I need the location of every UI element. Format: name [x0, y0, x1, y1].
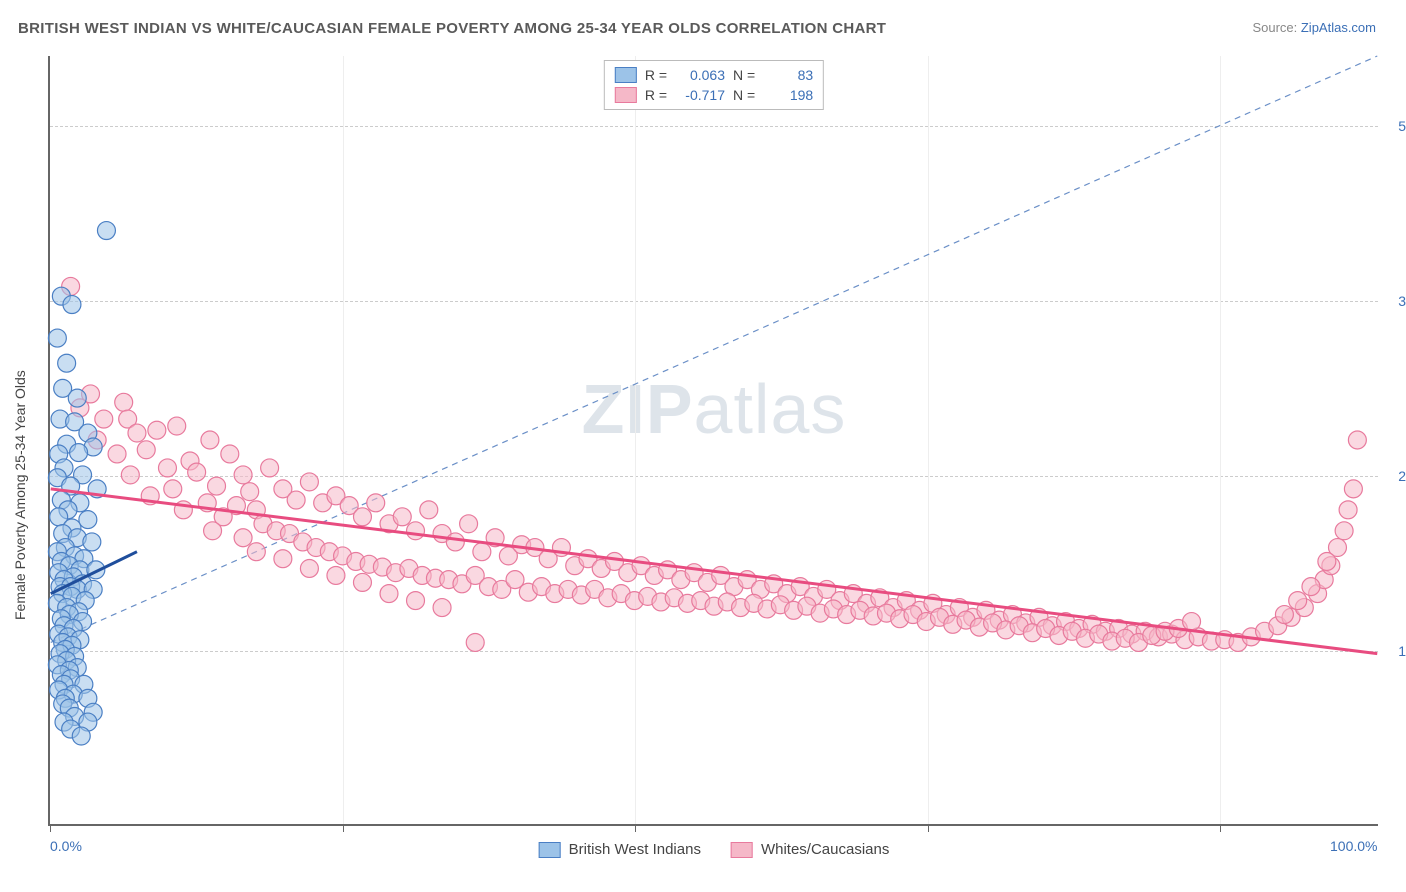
chart-title: BRITISH WEST INDIAN VS WHITE/CAUCASIAN F… — [18, 20, 886, 37]
legend-pink-swatch — [731, 842, 753, 858]
x-tick: 0.0% — [50, 838, 82, 854]
legend-series: British West Indians Whites/Caucasians — [539, 841, 890, 858]
n-blue: 83 — [763, 67, 813, 83]
n-pink: 198 — [763, 87, 813, 103]
legend-stats: R = 0.063 N = 83 R = -0.717 N = 198 — [604, 60, 824, 110]
scatter-svg — [50, 56, 1378, 824]
legend-blue-swatch — [539, 842, 561, 858]
y-tick: 25.0% — [1398, 468, 1406, 484]
legend-pink-item: Whites/Caucasians — [731, 841, 889, 858]
x-tick: 100.0% — [1330, 838, 1377, 854]
chart-container: BRITISH WEST INDIAN VS WHITE/CAUCASIAN F… — [0, 0, 1406, 892]
legend-blue-label: British West Indians — [569, 841, 701, 858]
r-label: R = — [645, 67, 667, 83]
y-tick: 12.5% — [1398, 643, 1406, 659]
legend-pink-row: R = -0.717 N = 198 — [615, 85, 813, 105]
legend-pink-swatch — [615, 87, 637, 103]
n-label: N = — [733, 87, 755, 103]
r-label: R = — [645, 87, 667, 103]
source-label: Source: — [1252, 20, 1300, 35]
y-tick: 50.0% — [1398, 118, 1406, 134]
source-link[interactable]: ZipAtlas.com — [1301, 20, 1376, 35]
legend-blue-swatch — [615, 67, 637, 83]
r-pink: -0.717 — [675, 87, 725, 103]
r-blue: 0.063 — [675, 67, 725, 83]
y-axis-label: Female Poverty Among 25-34 Year Olds — [12, 370, 28, 620]
legend-blue-item: British West Indians — [539, 841, 701, 858]
legend-blue-row: R = 0.063 N = 83 — [615, 65, 813, 85]
n-label: N = — [733, 67, 755, 83]
y-tick: 37.5% — [1398, 293, 1406, 309]
legend-pink-label: Whites/Caucasians — [761, 841, 889, 858]
source-attribution: Source: ZipAtlas.com — [1252, 20, 1376, 35]
plot-area: ZIPatlas 12.5%25.0%37.5%50.0% 0.0%100.0%… — [48, 56, 1378, 826]
